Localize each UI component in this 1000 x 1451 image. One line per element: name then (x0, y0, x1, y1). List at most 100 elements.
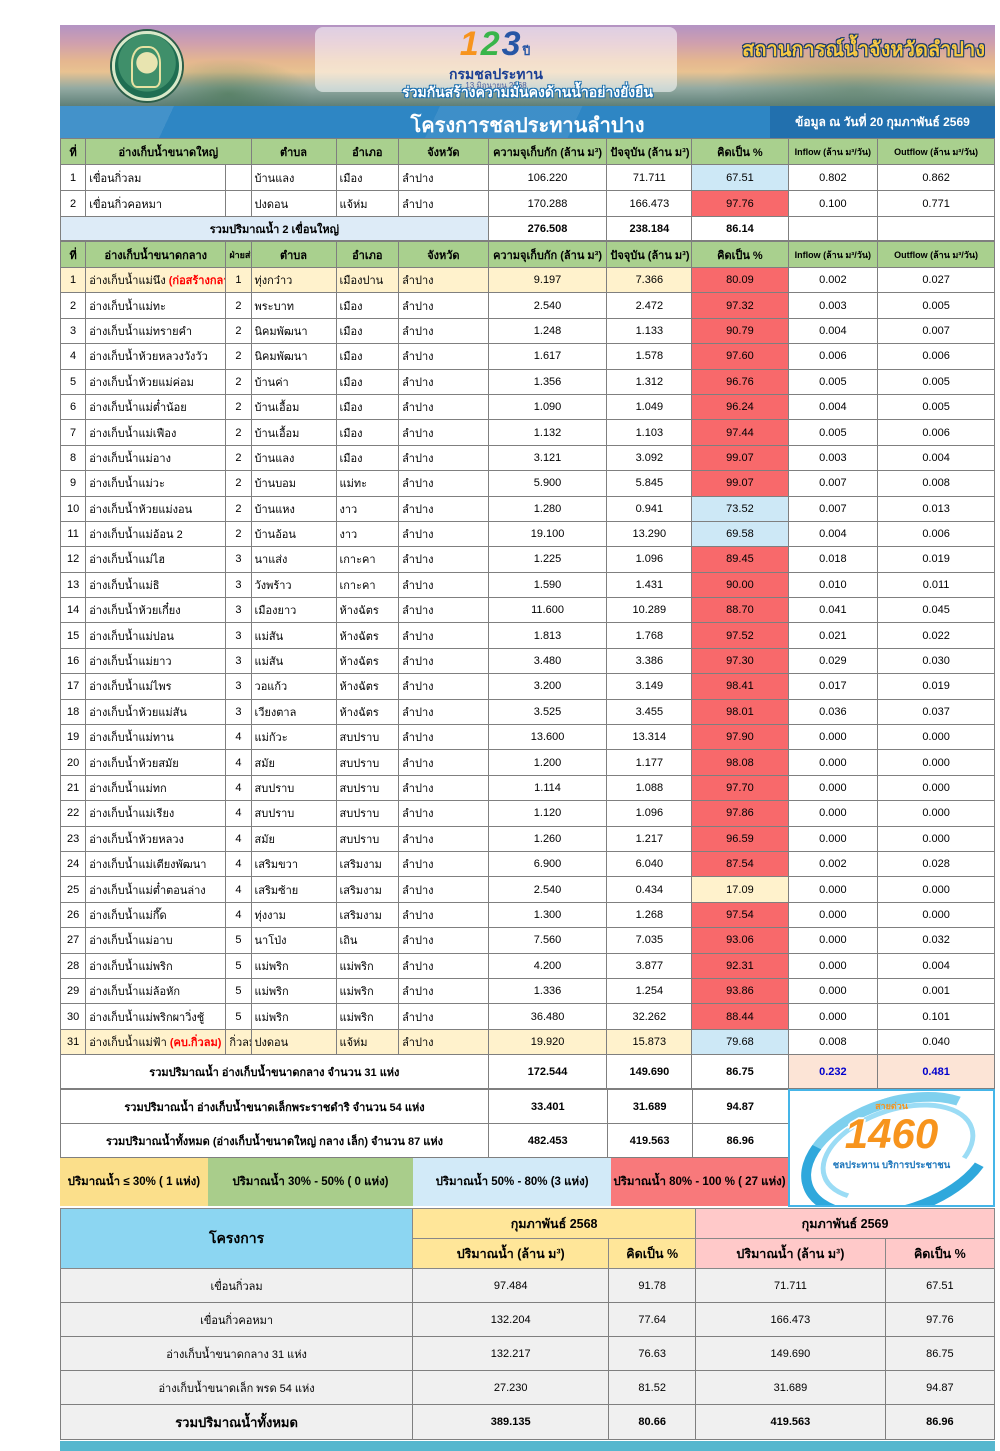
cell-amphoe: ห้างฉัตร (335, 673, 400, 700)
col-percent: คิดเป็น % (691, 138, 789, 165)
cell-capacity: 6.900 (487, 850, 608, 878)
cell-amphoe: เมือง (335, 164, 400, 191)
cell-capacity: 9.197 (487, 266, 608, 294)
cell-tambon: ปงดอน (250, 190, 337, 217)
cell-capacity: 1.280 (487, 495, 608, 522)
cell-province: ลำปาง (398, 800, 489, 827)
cell-province: ลำปาง (398, 673, 489, 700)
table-row: 16 อ่างเก็บน้ำแม่ยาว 3 แม่สัน ห้างฉัตร ล… (59, 647, 995, 675)
cell-tambon: นาโป่ง (250, 927, 337, 954)
cell-amphoe: แจ้ห่ม (335, 190, 400, 217)
cell-percent: 99.07 (691, 444, 789, 472)
cell-outflow: 0.101 (877, 1003, 995, 1030)
cell-inflow: 0.000 (787, 977, 879, 1005)
cell-inflow: 0.018 (787, 546, 879, 573)
cell-current: 0.941 (606, 495, 693, 522)
cell-no: 27 (59, 927, 87, 954)
cell-no: 26 (59, 901, 87, 929)
cell-province: ลำปาง (398, 343, 489, 370)
medium-reservoir-table: ที่ อ่างเก็บน้ำขนาดกลาง ฝ่ายส่งน้ำฯ ตำบล… (59, 241, 995, 1090)
all-summary-capacity: 482.453 (487, 1123, 608, 1159)
cell-zone: 3 (225, 622, 252, 649)
cell-zone: 2 (225, 444, 252, 472)
legend-item: ปริมาณน้ำ 50% - 80% (3 แห่ง) (413, 1158, 612, 1207)
cell-tambon: แม่พริก (250, 952, 337, 979)
reservoir-name-text: อ่างเก็บน้ำห้วยหลวง (89, 833, 184, 846)
table-row: 14 อ่างเก็บน้ำห้วยเกี๋ยง 3 เมืองยาว ห้าง… (59, 597, 995, 624)
cell-current: 13.314 (606, 724, 693, 751)
cell-percent: 73.52 (691, 495, 789, 522)
cell-current: 13.290 (606, 520, 693, 548)
cell-no: 3 (59, 317, 87, 345)
cell-percent: 96.59 (691, 825, 789, 852)
comparison-header-row-1: โครงการ กุมภาพันธ์ 2568 กุมภาพันธ์ 2569 (59, 1208, 995, 1270)
cell-outflow: 0.004 (877, 952, 995, 979)
cell-outflow: 0.011 (877, 571, 995, 599)
cell-amphoe: เมือง (335, 292, 400, 319)
cell-current: 7.035 (606, 927, 693, 954)
cell-amphoe: เมือง (335, 368, 400, 395)
cell-no: 11 (59, 520, 87, 548)
cell-capacity: 13.600 (487, 724, 608, 751)
cell-capacity: 1.120 (487, 800, 608, 827)
cell-inflow: 0.008 (787, 1028, 879, 1056)
cell-inflow: 0.017 (787, 673, 879, 700)
cell-percent: 79.68 (691, 1028, 789, 1056)
cell-tambon: นิคมพัฒนา (250, 343, 337, 370)
reservoir-name: อ่างเก็บน้ำแม่อาบ (85, 927, 227, 954)
cell-volume-2568: 27.230 (412, 1370, 610, 1406)
cell-province: ลำปาง (398, 520, 489, 548)
reservoir-name: อ่างเก็บน้ำแม่กึ๊ด (85, 901, 227, 929)
col-province: จังหวัด (398, 138, 489, 165)
cell-capacity: 106.220 (487, 164, 608, 191)
cell-amphoe: เมือง (335, 393, 400, 421)
cell-inflow: 0.021 (787, 622, 879, 649)
reservoir-name: อ่างเก็บน้ำห้วยหลวง (85, 825, 227, 852)
cell-province: ลำปาง (398, 825, 489, 852)
logo-digit-1: 1 (459, 25, 481, 63)
table-row: 2 อ่างเก็บน้ำแม่ทะ 2 พระบาท เมือง ลำปาง … (59, 292, 995, 319)
cell-tambon: แม่สัน (250, 622, 337, 649)
cell-province: ลำปาง (398, 749, 489, 776)
large-summary-outflow-empty (877, 216, 995, 241)
cell-current: 5.845 (606, 470, 693, 497)
cell-tambon: แม่พริก (250, 1003, 337, 1030)
cell-zone: 4 (225, 724, 252, 751)
col-project: โครงการ (59, 1208, 414, 1270)
cell-no: 25 (59, 876, 87, 903)
cell-current: 3.877 (606, 952, 693, 979)
cell-outflow: 0.004 (877, 444, 995, 472)
cell-tambon: บ้านเอื้อม (250, 419, 337, 446)
total-volume-2568: 389.135 (412, 1404, 610, 1441)
cell-inflow: 0.007 (787, 495, 879, 522)
cell-percent: 69.58 (691, 520, 789, 548)
cell-percent: 97.44 (691, 419, 789, 446)
reservoir-name-text: อ่างเก็บน้ำแม่ต๋ำตอนล่าง (89, 884, 206, 897)
cell-capacity: 1.132 (487, 419, 608, 446)
cell-tambon: บ้านอ้อน (250, 520, 337, 548)
cell-current: 2.472 (606, 292, 693, 319)
cell-amphoe: ห้างฉัตร (335, 698, 400, 726)
logo-digit-3: 3 (501, 25, 523, 63)
cell-percent-2568: 91.78 (608, 1268, 697, 1304)
medium-summary-percent: 86.75 (691, 1054, 789, 1090)
cell-outflow: 0.000 (877, 774, 995, 802)
rid-seal-logo (112, 31, 182, 101)
cell-capacity: 1.300 (487, 901, 608, 929)
cell-outflow: 0.000 (877, 876, 995, 903)
cell-percent: 17.09 (691, 876, 789, 903)
medium-summary-label: รวมปริมาณน้ำ อ่างเก็บน้ำขนาดกลาง จำนวน 3… (60, 1054, 489, 1090)
reservoir-name-text: อ่างเก็บน้ำแม่ล้อหัก (89, 986, 181, 999)
table-row: 15 อ่างเก็บน้ำแม่ปอน 3 แม่สัน ห้างฉัตร ล… (59, 622, 995, 649)
cell-inflow: 0.000 (787, 800, 879, 827)
banner-tagline: ร่วมกันสร้างความมั่นคงด้านน้ำอย่างยั่งยื… (402, 84, 653, 100)
medium-summary-current: 149.690 (606, 1054, 693, 1090)
reservoir-name: อ่างเก็บน้ำแม่ฟ้า (คบ.กิ่วลม) (85, 1028, 227, 1056)
cell-amphoe: แม่พริก (335, 977, 400, 1005)
cell-zone: 2 (225, 419, 252, 446)
cell-province: ลำปาง (398, 444, 489, 472)
legend-label: ปริมาณน้ำ 80% - 100 % ( 27 แห่ง) (613, 1176, 786, 1189)
cell-inflow: 0.007 (787, 470, 879, 497)
cell-zone: 2 (225, 495, 252, 522)
cell-outflow: 0.032 (877, 927, 995, 954)
